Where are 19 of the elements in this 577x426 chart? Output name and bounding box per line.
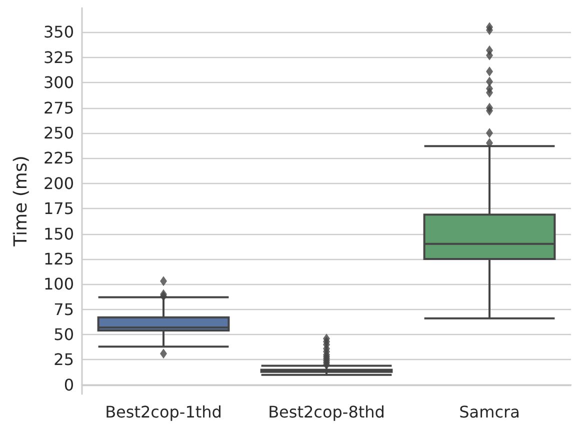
y-tick-label: 200 bbox=[43, 174, 74, 193]
y-tick-label: 300 bbox=[43, 73, 74, 92]
y-tick-label: 25 bbox=[54, 350, 74, 370]
y-tick-label: 275 bbox=[43, 98, 74, 118]
y-tick-label: 325 bbox=[43, 48, 74, 67]
y-tick-label: 0 bbox=[64, 375, 74, 394]
x-tick-label: Best2cop-1thd bbox=[105, 402, 222, 422]
y-tick-label: 50 bbox=[54, 325, 74, 344]
y-tick-label: 100 bbox=[43, 274, 74, 294]
y-tick-label: 175 bbox=[43, 199, 74, 218]
y-tick-label: 225 bbox=[43, 148, 74, 168]
y-tick-label: 250 bbox=[43, 123, 74, 142]
x-tick-label: Samcra bbox=[459, 402, 520, 422]
x-tick-label: Best2cop-8thd bbox=[268, 402, 385, 422]
y-tick-label: 150 bbox=[43, 224, 74, 244]
y-tick-label: 350 bbox=[43, 22, 74, 42]
y-tick-label: 125 bbox=[43, 249, 74, 268]
y-axis-title: Time (ms) bbox=[10, 156, 32, 248]
y-tick-label: 75 bbox=[54, 300, 74, 319]
